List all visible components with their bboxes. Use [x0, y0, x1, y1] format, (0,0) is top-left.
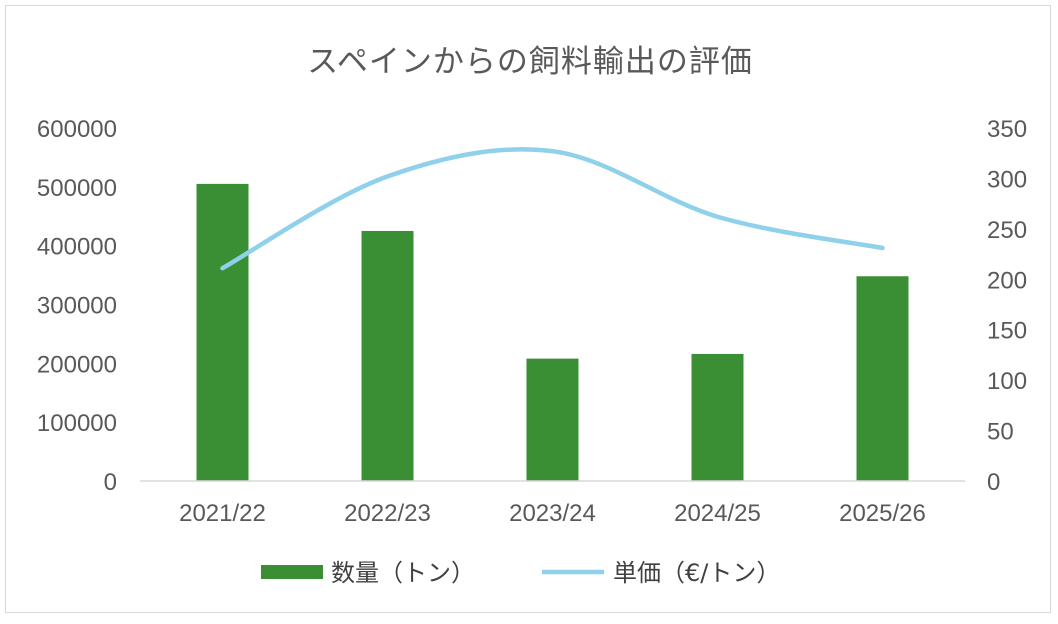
right-axis-tick-label: 0: [987, 469, 1000, 496]
right-axis-tick-label: 350: [987, 116, 1027, 143]
quantity-bar: [196, 183, 249, 481]
right-axis-tick-label: 100: [987, 368, 1027, 395]
quantity-bar: [691, 353, 744, 481]
left-axis-tick-label: 200000: [37, 351, 117, 378]
x-axis-tick-label: 2025/26: [839, 500, 926, 527]
quantity-bar: [361, 230, 414, 481]
right-axis-tick-label: 250: [987, 217, 1027, 244]
left-axis-tick-label: 300000: [37, 293, 117, 320]
x-axis-tick-label: 2021/22: [179, 500, 266, 527]
left-axis-tick-label: 600000: [37, 116, 117, 143]
right-axis-tick-label: 50: [987, 419, 1014, 446]
chart-title: スペインからの飼料輸出の評価: [307, 44, 753, 80]
legend-quantity-swatch: [261, 565, 323, 579]
legend: 数量（トン） 単価（€/トン）: [261, 559, 780, 587]
x-axis-tick-label: 2023/24: [509, 500, 596, 527]
left-axis-tick-label: 0: [104, 469, 117, 496]
x-axis-tick-label: 2024/25: [674, 500, 761, 527]
quantity-bars: [196, 183, 909, 481]
right-axis-ticks: 0 50 100 150 200 250 300 350: [987, 116, 1027, 496]
left-axis-tick-label: 100000: [37, 410, 117, 437]
right-axis-tick-label: 200: [987, 267, 1027, 294]
right-axis-tick-label: 150: [987, 318, 1027, 345]
left-axis-ticks: 0 100000 200000 300000 400000 500000 600000: [37, 116, 117, 496]
legend-quantity-label: 数量（トン）: [331, 559, 475, 587]
quantity-bar: [856, 276, 909, 481]
left-axis-tick-label: 400000: [37, 234, 117, 261]
quantity-bar: [526, 358, 579, 481]
left-axis-tick-label: 500000: [37, 175, 117, 202]
right-axis-tick-label: 300: [987, 166, 1027, 193]
x-axis-ticks: 2021/22 2022/23 2023/24 2024/25 2025/26: [179, 500, 926, 527]
legend-price-label: 単価（€/トン）: [613, 559, 780, 587]
x-axis-tick-label: 2022/23: [344, 500, 431, 527]
unit-price-line: [220, 147, 885, 271]
